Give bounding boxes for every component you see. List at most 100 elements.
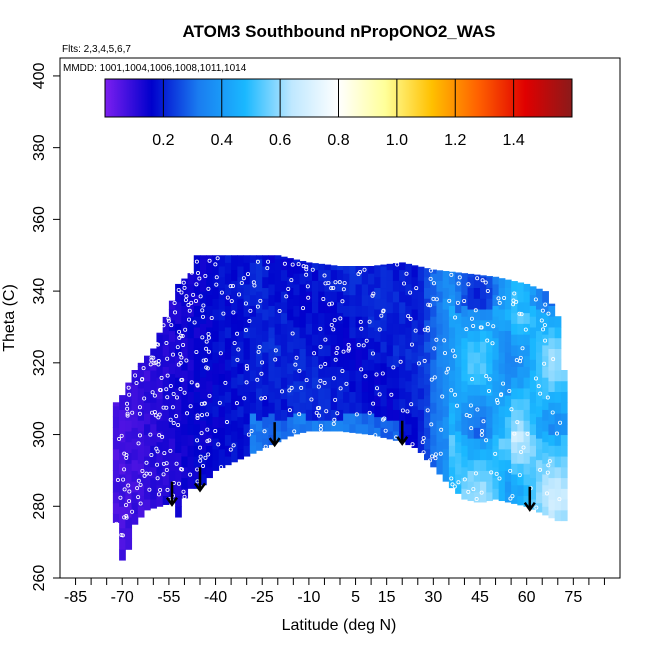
sample-point [228,284,233,289]
heatmap-cell [268,255,276,263]
heatmap-cell [442,362,450,375]
heatmap-cell [287,287,294,299]
sample-point [119,433,124,438]
heatmap-cell [536,341,543,353]
heatmap-cell [168,470,176,482]
sample-point [127,392,132,397]
heatmap-cell [430,456,437,468]
heatmap-cell [144,477,151,489]
heatmap-cell [175,420,182,432]
heatmap-cell [193,413,201,425]
sample-point [391,365,396,370]
heatmap-cell [131,370,139,375]
heatmap-cell [349,316,357,328]
sample-point [161,323,166,328]
heatmap-cell [361,423,369,435]
heatmap-cell [212,330,220,342]
heatmap-cell [361,380,369,393]
sample-point [380,371,385,376]
heatmap-cell [455,323,462,335]
sample-point [127,489,132,494]
sample-point [544,491,549,496]
heatmap-cell [305,387,313,400]
heatmap-cell [523,441,531,453]
heatmap-cell [486,276,493,289]
heatmap-cell [343,266,350,274]
heatmap-cell [504,319,512,332]
heatmap-cell [237,448,245,460]
sample-point [512,431,517,436]
heatmap-cell [480,427,487,439]
sample-point [213,428,218,433]
heatmap-cell [181,337,189,349]
sample-point [425,325,430,330]
heatmap-cell [299,326,307,339]
sample-point [206,331,211,336]
heatmap-cell [368,326,375,339]
heatmap-cell [330,312,338,324]
heatmap-cell [343,348,350,360]
sample-point [180,334,185,339]
heatmap-cell [280,312,288,324]
heatmap-cell [280,323,288,335]
sample-point [405,409,410,414]
heatmap-cell [392,269,400,281]
sample-point [215,256,220,261]
heatmap-cell [330,344,338,357]
heatmap-cell [318,355,325,367]
heatmap-cell [168,395,176,407]
sample-point [327,302,332,307]
heatmap-cell [498,287,506,299]
sample-point [512,291,517,296]
heatmap-cell [299,370,307,382]
heatmap-cell [536,373,543,385]
heatmap-cell [511,452,518,464]
sample-point [142,473,147,478]
heatmap-cell [523,452,531,464]
heatmap-cell [511,323,518,335]
heatmap-cell [386,263,394,271]
heatmap-cell [187,423,195,436]
heatmap-cell [529,316,537,328]
sample-point [382,416,387,421]
heatmap-cell [355,391,363,403]
heatmap-cell [511,387,518,400]
heatmap-cell [305,409,313,421]
sample-point [284,294,289,299]
heatmap-cell [492,402,500,414]
heatmap-cell [386,269,394,281]
sample-point [280,389,285,394]
heatmap-cell [448,337,456,349]
heatmap-cell [554,445,562,457]
heatmap-cell [486,319,493,332]
heatmap-cell [193,402,201,414]
heatmap-cell [536,459,543,471]
heatmap-cell [318,420,325,432]
sample-point [525,431,530,436]
heatmap-cell [293,262,301,274]
sample-point [439,427,444,432]
heatmap-cell [324,291,332,303]
heatmap-cell [467,330,475,342]
sample-point [464,327,469,332]
heatmap-cell [175,495,182,507]
heatmap-cell [243,423,251,436]
sample-point [174,461,179,466]
sample-point [432,346,437,351]
heatmap-cell [181,423,189,436]
heatmap-cell [405,359,413,371]
sample-point [340,368,345,373]
heatmap-cell [436,463,444,475]
heatmap-cell [442,427,450,439]
sample-point [373,433,378,438]
heatmap-cell [156,420,164,432]
heatmap-cell [480,448,487,461]
heatmap-cell [480,438,487,450]
heatmap-cell [461,488,469,500]
heatmap-cell [461,434,469,446]
sample-point [165,356,170,361]
heatmap-cell [144,380,151,393]
heatmap-cell [243,294,251,306]
heatmap-cell [442,416,450,428]
sample-point [171,421,176,426]
